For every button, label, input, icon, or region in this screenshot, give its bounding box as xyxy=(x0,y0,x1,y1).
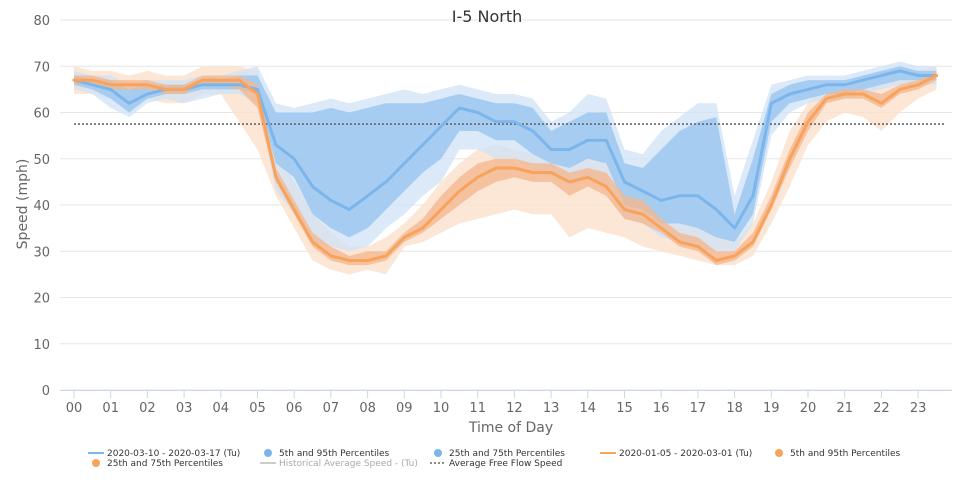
x-tick-label: 15 xyxy=(616,401,633,416)
x-axis-title: Time of Day xyxy=(468,420,553,436)
legend-label: Average Free Flow Speed xyxy=(449,459,562,469)
x-axis: 00 01 02 03 04 05 06 07 08 09 10 11 12 13 14 15 16 17 18 19… xyxy=(60,390,952,416)
legend-label: 2020-01-05 - 2020-03-01 (Tu) xyxy=(619,449,752,459)
legend-label: 25th and 75th Percentiles xyxy=(449,449,565,459)
legend-label: Historical Average Speed - (Tu) xyxy=(279,459,418,469)
legend: 2020-03-10 - 2020-03-17 (Tu) 5th and 95th… xyxy=(88,449,901,469)
x-tick-label: 03 xyxy=(176,401,193,416)
legend-label: 5th and 95th Percentiles xyxy=(790,449,901,459)
x-tick-label: 06 xyxy=(286,401,303,416)
y-tick-label: 10 xyxy=(33,338,50,353)
x-tick-label: 11 xyxy=(469,401,486,416)
x-tick-label: 13 xyxy=(543,401,560,416)
series-lines xyxy=(72,69,946,262)
legend-item: 5th and 95th Percentiles xyxy=(775,449,901,459)
x-tick-label: 00 xyxy=(66,401,83,416)
x-tick-label: 09 xyxy=(396,401,413,416)
y-axis-title: Speed (mph) xyxy=(15,159,31,250)
x-tick-label: 01 xyxy=(102,401,119,416)
series-line-2020-01-05 xyxy=(72,74,938,262)
x-tick-label: 07 xyxy=(323,401,340,416)
x-tick-label: 18 xyxy=(726,401,743,416)
y-axis-ticks: 0 10 20 30 40 50 60 70 80 xyxy=(33,14,50,399)
x-tick-label: 10 xyxy=(433,401,450,416)
y-tick-label: 30 xyxy=(33,245,50,260)
y-tick-label: 20 xyxy=(33,292,50,307)
legend-item: 5th and 95th Percentiles xyxy=(264,449,390,459)
band-2020-03-10-p25-p75 xyxy=(74,66,937,242)
legend-label: 2020-03-10 - 2020-03-17 (Tu) xyxy=(107,449,240,459)
y-tick-label: 40 xyxy=(33,199,50,214)
x-tick-label: 16 xyxy=(653,401,670,416)
chart-title: I-5 North xyxy=(452,7,523,26)
x-tick-label: 04 xyxy=(213,401,230,416)
y-tick-label: 0 xyxy=(42,384,50,399)
x-tick-label: 02 xyxy=(139,401,156,416)
legend-label: 25th and 75th Percentiles xyxy=(107,459,223,469)
x-tick-label: 22 xyxy=(873,401,890,416)
y-tick-label: 50 xyxy=(33,153,50,168)
x-tick-label: 08 xyxy=(359,401,376,416)
y-tick-label: 60 xyxy=(33,107,50,122)
x-tick-label: 05 xyxy=(249,401,266,416)
legend-dot-symbol xyxy=(775,449,783,457)
x-tick-label: 19 xyxy=(763,401,780,416)
x-tick-label: 14 xyxy=(580,401,597,416)
legend-dot-symbol xyxy=(92,459,100,467)
series-line-2020-03-10 xyxy=(72,69,938,230)
x-tick-label: 20 xyxy=(800,401,817,416)
legend-dot-symbol xyxy=(434,449,442,457)
legend-item: Historical Average Speed - (Tu) xyxy=(260,459,418,469)
y-tick-label: 80 xyxy=(33,14,50,29)
legend-item: 25th and 75th Percentiles xyxy=(434,449,565,459)
legend-item: 2020-03-10 - 2020-03-17 (Tu) xyxy=(88,449,240,459)
legend-item: 2020-01-05 - 2020-03-01 (Tu) xyxy=(600,449,752,459)
legend-item: 25th and 75th Percentiles xyxy=(92,459,223,469)
x-tick-label: 12 xyxy=(506,401,523,416)
x-tick-label: 17 xyxy=(690,401,707,416)
legend-dot-symbol xyxy=(264,449,272,457)
legend-label: 5th and 95th Percentiles xyxy=(279,449,390,459)
x-tick-label: 23 xyxy=(910,401,927,416)
x-tick-label: 21 xyxy=(836,401,853,416)
legend-item: Average Free Flow Speed xyxy=(430,459,562,469)
y-tick-label: 70 xyxy=(33,60,50,75)
